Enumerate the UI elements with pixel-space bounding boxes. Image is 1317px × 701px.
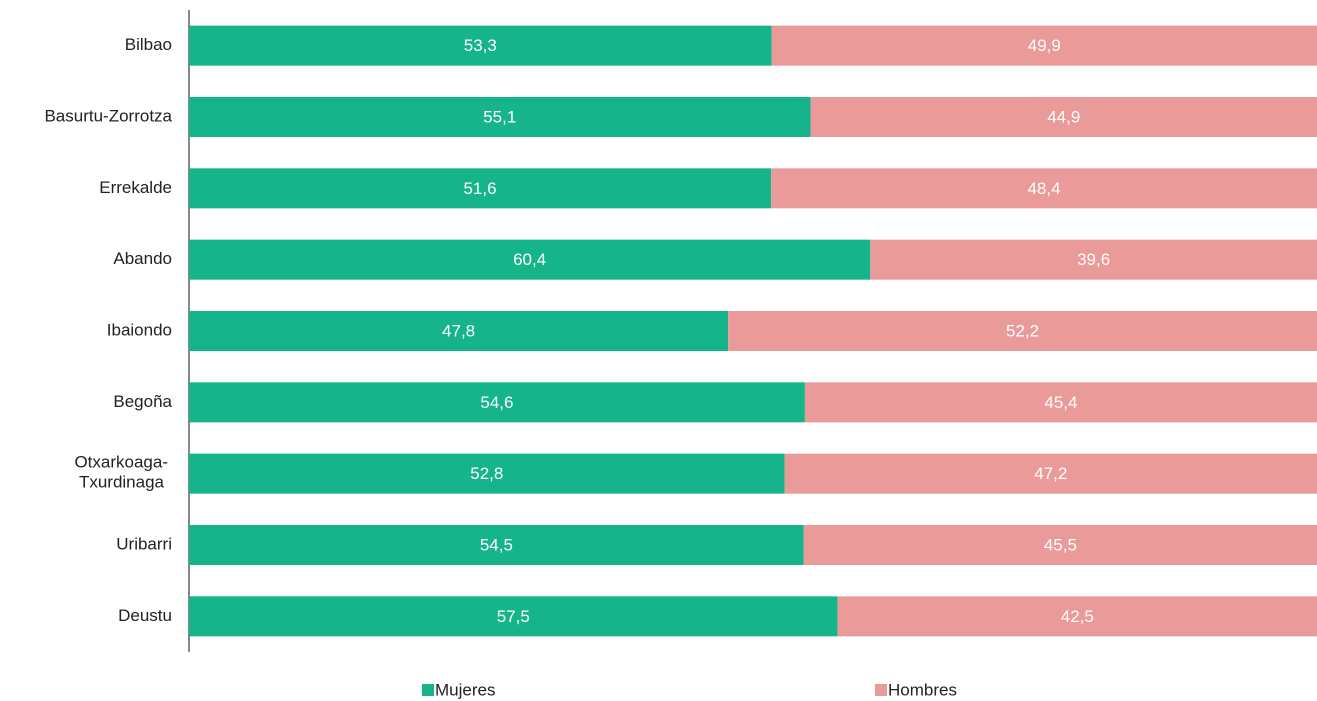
bar-segment <box>771 25 1317 66</box>
bar-segment <box>870 239 1317 280</box>
data-label: 44,9 <box>1047 107 1080 126</box>
data-label: 39,6 <box>1077 250 1110 269</box>
data-label: 47,2 <box>1034 464 1067 483</box>
bar-segment <box>837 596 1317 637</box>
bar-segment <box>803 525 1317 565</box>
bar-segment <box>784 453 1317 494</box>
y-tick-label: Abando <box>113 249 172 268</box>
data-label: 54,5 <box>480 535 513 554</box>
bar-segment <box>189 25 772 66</box>
y-tick-label: Bilbao <box>125 35 172 54</box>
bar-segment <box>189 97 811 137</box>
data-label: 47,8 <box>442 321 475 340</box>
legend-swatch <box>422 684 434 696</box>
bar-segment <box>189 525 804 565</box>
bar-segment <box>189 453 785 494</box>
y-tick-label: Deustu <box>118 606 172 625</box>
data-label: 42,5 <box>1061 607 1094 626</box>
data-label: 53,3 <box>464 36 497 55</box>
data-label: 52,8 <box>470 464 503 483</box>
data-label: 57,5 <box>497 607 530 626</box>
bar-segment <box>189 596 838 637</box>
legend-label: Mujeres <box>435 680 495 699</box>
y-tick-label: Uribarri <box>116 534 172 553</box>
bar-segment <box>810 97 1317 137</box>
y-tick-label: Otxarkoaga-Txurdinaga <box>74 453 168 492</box>
bar-segment <box>804 382 1317 423</box>
data-label: 48,4 <box>1027 179 1060 198</box>
legend-swatch <box>875 684 887 696</box>
bar-segment <box>189 311 729 351</box>
data-label: 54,6 <box>480 393 513 412</box>
data-label: 52,2 <box>1006 321 1039 340</box>
y-tick-label: Ibaiondo <box>107 320 172 339</box>
data-label: 49,9 <box>1028 36 1061 55</box>
bar-segment <box>189 239 871 280</box>
data-label: 45,5 <box>1044 535 1077 554</box>
data-label: 55,1 <box>483 107 516 126</box>
y-tick-label: Begoña <box>113 392 172 411</box>
bar-segment <box>189 382 805 423</box>
y-tick-label: Basurtu-Zorrotza <box>44 106 172 125</box>
y-tick-label: Errekalde <box>99 178 172 197</box>
data-label: 60,4 <box>513 250 546 269</box>
data-label: 51,6 <box>463 179 496 198</box>
bar-segment <box>771 168 1317 209</box>
bar-segment <box>189 168 772 209</box>
data-label: 45,4 <box>1044 393 1077 412</box>
bar-segment <box>728 311 1317 351</box>
legend-label: Hombres <box>888 680 957 699</box>
